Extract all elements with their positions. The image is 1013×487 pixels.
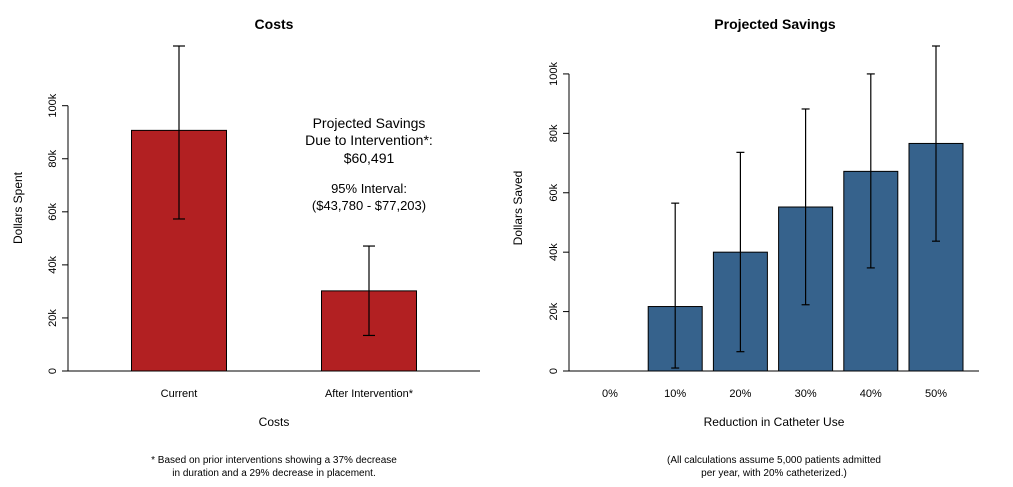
costs-footnote-line-1: * Based on prior interventions showing a… [151,455,397,466]
costs-y-axis: 0 20k 40k 60k 80k 100k [47,93,69,374]
savings-xlabel: Reduction in Catheter Use [704,415,845,429]
savings-category-label: 20% [729,388,751,400]
costs-y-tick-label: 20k [47,309,59,327]
costs-plot-area: 0 20k 40k 60k 80k 100k Current After Interventi… [47,45,480,400]
savings-category-label: 50% [925,388,947,400]
savings-category-label: 0% [602,388,618,400]
costs-y-tick-label: 0 [47,368,59,374]
savings-ylabel: Dollars Saved [511,171,525,246]
savings-panel: Projected Savings 0 20k 40k 60k 80k 100k 0% 10%… [511,16,979,479]
annotation-line-4: 95% Interval: [331,181,407,196]
annotation-line-2: Due to Intervention*: [305,132,433,148]
costs-xlabel: Costs [259,415,290,429]
savings-y-tick-label: 80k [548,124,560,142]
costs-category-label: Current [161,388,198,400]
costs-title: Costs [255,16,294,32]
costs-panel: Costs 0 20k 40k 60k 80k 100k Current After Inte… [11,16,480,479]
savings-annotation: Projected Savings Due to Intervention*: … [305,115,433,213]
savings-y-axis: 0 20k 40k 60k 80k 100k [548,62,570,374]
costs-y-tick-label: 40k [47,256,59,274]
savings-plot-area: 0 20k 40k 60k 80k 100k 0% 10% 20% 30% 40% 50% [548,45,979,400]
savings-y-tick-label: 100k [548,62,560,86]
costs-footnote: * Based on prior interventions showing a… [151,455,397,479]
costs-footnote-line-2: in duration and a 29% decrease in placem… [172,468,375,479]
savings-footnote-line-2: per year, with 20% catheterized.) [701,468,847,479]
savings-footnote-line-1: (All calculations assume 5,000 patients … [667,455,881,466]
costs-category-label: After Intervention* [325,388,414,400]
savings-y-tick-label: 0 [548,368,560,374]
savings-category-label: 40% [860,388,882,400]
savings-y-tick-label: 20k [548,302,560,320]
savings-footnote: (All calculations assume 5,000 patients … [667,455,881,479]
savings-category-label: 30% [795,388,817,400]
costs-y-tick-label: 100k [47,93,59,117]
costs-ylabel: Dollars Spent [11,171,25,244]
savings-y-tick-label: 60k [548,183,560,201]
savings-title: Projected Savings [714,16,836,32]
annotation-line-3: $60,491 [344,150,395,166]
savings-y-tick-label: 40k [548,243,560,261]
annotation-line-1: Projected Savings [313,115,426,131]
costs-y-tick-label: 80k [47,149,59,167]
savings-category-label: 10% [664,388,686,400]
costs-y-tick-label: 60k [47,202,59,220]
annotation-line-5: ($43,780 - $77,203) [312,198,426,213]
